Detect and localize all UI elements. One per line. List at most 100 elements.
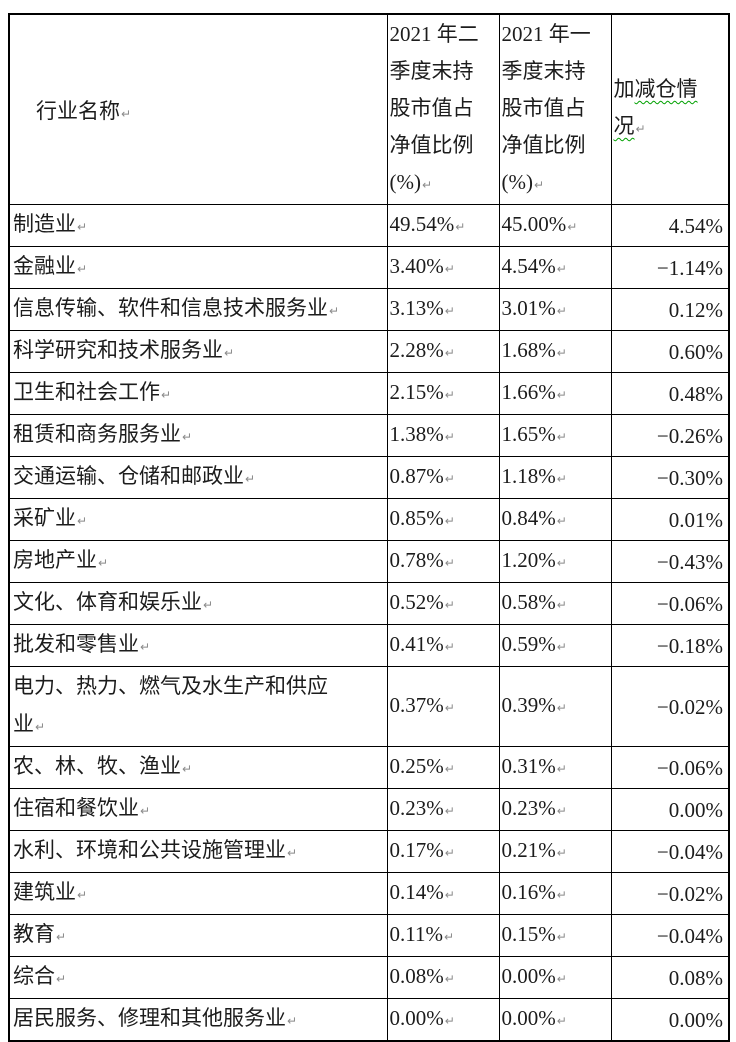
paragraph-mark-icon: ↵ bbox=[556, 598, 567, 612]
industry-name-cell: 批发和零售业↵ bbox=[8, 624, 388, 667]
paragraph-mark-icon: ↵ bbox=[556, 762, 567, 776]
q1-value-cell-text: 0.31% bbox=[501, 754, 556, 778]
change-value-cell: −0.02% bbox=[610, 872, 730, 915]
paragraph-mark-icon: ↵ bbox=[556, 640, 567, 654]
q1-value-cell: 1.68%↵ bbox=[498, 330, 612, 373]
q2-value-cell-text: 0.25% bbox=[389, 754, 444, 778]
paragraph-mark-icon: ↵ bbox=[444, 514, 455, 528]
paragraph-mark-icon: ↵ bbox=[421, 178, 433, 192]
change-value-cell-text: 0.12% bbox=[668, 297, 723, 322]
grammar-underline-text: 减仓情 bbox=[634, 77, 698, 101]
change-value-cell: 0.01% bbox=[610, 498, 730, 541]
change-value-cell-text: −0.26% bbox=[656, 423, 723, 448]
q1-value-cell-text: 3.01% bbox=[501, 296, 556, 320]
paragraph-mark-icon: ↵ bbox=[556, 1014, 567, 1028]
q2-value-cell: 1.38%↵ bbox=[386, 414, 500, 457]
q1-value-cell: 0.39%↵ bbox=[498, 666, 612, 747]
industry-name-cell: 信息传输、软件和信息技术服务业↵ bbox=[8, 288, 388, 331]
paragraph-mark-icon: ↵ bbox=[140, 804, 151, 818]
industry-name-cell-text: 教育 bbox=[13, 922, 55, 946]
q1-value-cell: 3.01%↵ bbox=[498, 288, 612, 331]
change-value-cell: −1.14% bbox=[610, 246, 730, 289]
paragraph-mark-icon: ↵ bbox=[444, 472, 455, 486]
change-value-cell: 0.48% bbox=[610, 372, 730, 415]
paragraph-mark-icon: ↵ bbox=[556, 972, 567, 986]
industry-name-cell: 制造业↵ bbox=[8, 204, 388, 247]
change-value-cell: −0.06% bbox=[610, 746, 730, 789]
paragraph-mark-icon: ↵ bbox=[556, 888, 567, 902]
q1-value-cell: 1.20%↵ bbox=[498, 540, 612, 583]
industry-name-cell-text: 水利、环境和公共设施管理业 bbox=[13, 838, 286, 862]
q1-value-cell: 1.65%↵ bbox=[498, 414, 612, 457]
change-value-cell-text: −0.04% bbox=[656, 839, 723, 864]
q2-value-cell-text: 0.23% bbox=[389, 796, 444, 820]
q2-value-cell: 0.87%↵ bbox=[386, 456, 500, 499]
q1-value-cell-text: 1.68% bbox=[501, 338, 556, 362]
table-row: 教育↵ 0.11%↵ 0.15%↵ −0.04% bbox=[8, 914, 730, 957]
paragraph-mark-icon: ↵ bbox=[77, 220, 88, 234]
header-q2-label: 2021 年二 季度末持 股市值占 净值比例 (%) bbox=[389, 22, 479, 194]
industry-name-cell-text: 制造业 bbox=[13, 212, 76, 236]
q2-value-cell-text: 3.13% bbox=[389, 296, 444, 320]
paragraph-mark-icon: ↵ bbox=[444, 388, 455, 402]
table-row: 卫生和社会工作↵ 2.15%↵ 1.66%↵ 0.48% bbox=[8, 372, 730, 415]
paragraph-mark-icon: ↵ bbox=[245, 472, 256, 486]
paragraph-mark-icon: ↵ bbox=[56, 930, 67, 944]
paragraph-mark-icon: ↵ bbox=[556, 930, 567, 944]
paragraph-mark-icon: ↵ bbox=[444, 804, 455, 818]
paragraph-mark-icon: ↵ bbox=[444, 701, 455, 715]
q2-value-cell: 0.78%↵ bbox=[386, 540, 500, 583]
industry-name-cell: 房地产业↵ bbox=[8, 540, 388, 583]
q1-value-cell: 0.00%↵ bbox=[498, 998, 612, 1042]
header-cell-industry-name: 行业名称↵ bbox=[8, 13, 388, 205]
q2-value-cell-text: 2.15% bbox=[389, 380, 444, 404]
table-body: 制造业↵ 49.54%↵ 45.00%↵ 4.54% 金融业↵ 3.40%↵ 4.54%↵ −… bbox=[8, 204, 730, 1042]
change-value-cell-text: −0.02% bbox=[656, 881, 723, 906]
change-value-cell: −0.30% bbox=[610, 456, 730, 499]
change-value-cell-text: −0.43% bbox=[656, 549, 723, 574]
q2-value-cell-text: 0.41% bbox=[389, 632, 444, 656]
header-cell-q2-2021: 2021 年二 季度末持 股市值占 净值比例 (%)↵ bbox=[386, 13, 500, 205]
industry-name-cell: 居民服务、修理和其他服务业↵ bbox=[8, 998, 388, 1042]
industry-name-cell: 租赁和商务服务业↵ bbox=[8, 414, 388, 457]
change-value-cell: 0.08% bbox=[610, 956, 730, 999]
change-value-cell: 0.60% bbox=[610, 330, 730, 373]
q1-value-cell-text: 45.00% bbox=[501, 212, 567, 236]
industry-name-cell-text: 金融业 bbox=[13, 254, 76, 278]
q1-value-cell: 0.59%↵ bbox=[498, 624, 612, 667]
q1-value-cell: 0.58%↵ bbox=[498, 582, 612, 625]
header-q1-label: 2021 年一 季度末持 股市值占 净值比例 (%) bbox=[501, 22, 591, 194]
q2-value-cell-text: 0.52% bbox=[389, 590, 444, 614]
q2-value-cell-text: 0.17% bbox=[389, 838, 444, 862]
change-value-cell: −0.04% bbox=[610, 830, 730, 873]
paragraph-mark-icon: ↵ bbox=[121, 106, 132, 121]
q1-value-cell-text: 0.00% bbox=[501, 964, 556, 988]
change-value-cell-text: 4.54% bbox=[668, 213, 723, 238]
paragraph-mark-icon: ↵ bbox=[444, 304, 455, 318]
q2-value-cell: 3.40%↵ bbox=[386, 246, 500, 289]
industry-holdings-table: 行业名称↵ 2021 年二 季度末持 股市值占 净值比例 (%)↵ 2021 年… bbox=[8, 13, 730, 1042]
industry-name-cell-text: 租赁和商务服务业 bbox=[13, 422, 181, 446]
q1-value-cell-text: 0.39% bbox=[501, 693, 556, 717]
paragraph-mark-icon: ↵ bbox=[444, 972, 455, 986]
table-header: 行业名称↵ 2021 年二 季度末持 股市值占 净值比例 (%)↵ 2021 年… bbox=[8, 13, 730, 205]
change-value-cell: −0.18% bbox=[610, 624, 730, 667]
table-row: 居民服务、修理和其他服务业↵ 0.00%↵ 0.00%↵ 0.00% bbox=[8, 998, 730, 1042]
paragraph-mark-icon: ↵ bbox=[56, 972, 67, 986]
table-row: 交通运输、仓储和邮政业↵ 0.87%↵ 1.18%↵ −0.30% bbox=[8, 456, 730, 499]
q1-value-cell: 0.16%↵ bbox=[498, 872, 612, 915]
industry-name-cell-text: 批发和零售业 bbox=[13, 632, 139, 656]
paragraph-mark-icon: ↵ bbox=[77, 514, 88, 528]
change-value-cell-text: 0.01% bbox=[668, 507, 723, 532]
paragraph-mark-icon: ↵ bbox=[556, 304, 567, 318]
table-row: 文化、体育和娱乐业↵ 0.52%↵ 0.58%↵ −0.06% bbox=[8, 582, 730, 625]
header-cell-position-change: 加减仓情 况↵ bbox=[610, 13, 730, 205]
change-value-cell-text: −1.14% bbox=[656, 255, 723, 280]
paragraph-mark-icon: ↵ bbox=[77, 262, 88, 276]
paragraph-mark-icon: ↵ bbox=[556, 846, 567, 860]
industry-name-cell: 卫生和社会工作↵ bbox=[8, 372, 388, 415]
q2-value-cell-text: 0.14% bbox=[389, 880, 444, 904]
table-row: 制造业↵ 49.54%↵ 45.00%↵ 4.54% bbox=[8, 204, 730, 247]
q1-value-cell: 0.15%↵ bbox=[498, 914, 612, 957]
q2-value-cell-text: 0.11% bbox=[389, 922, 443, 946]
